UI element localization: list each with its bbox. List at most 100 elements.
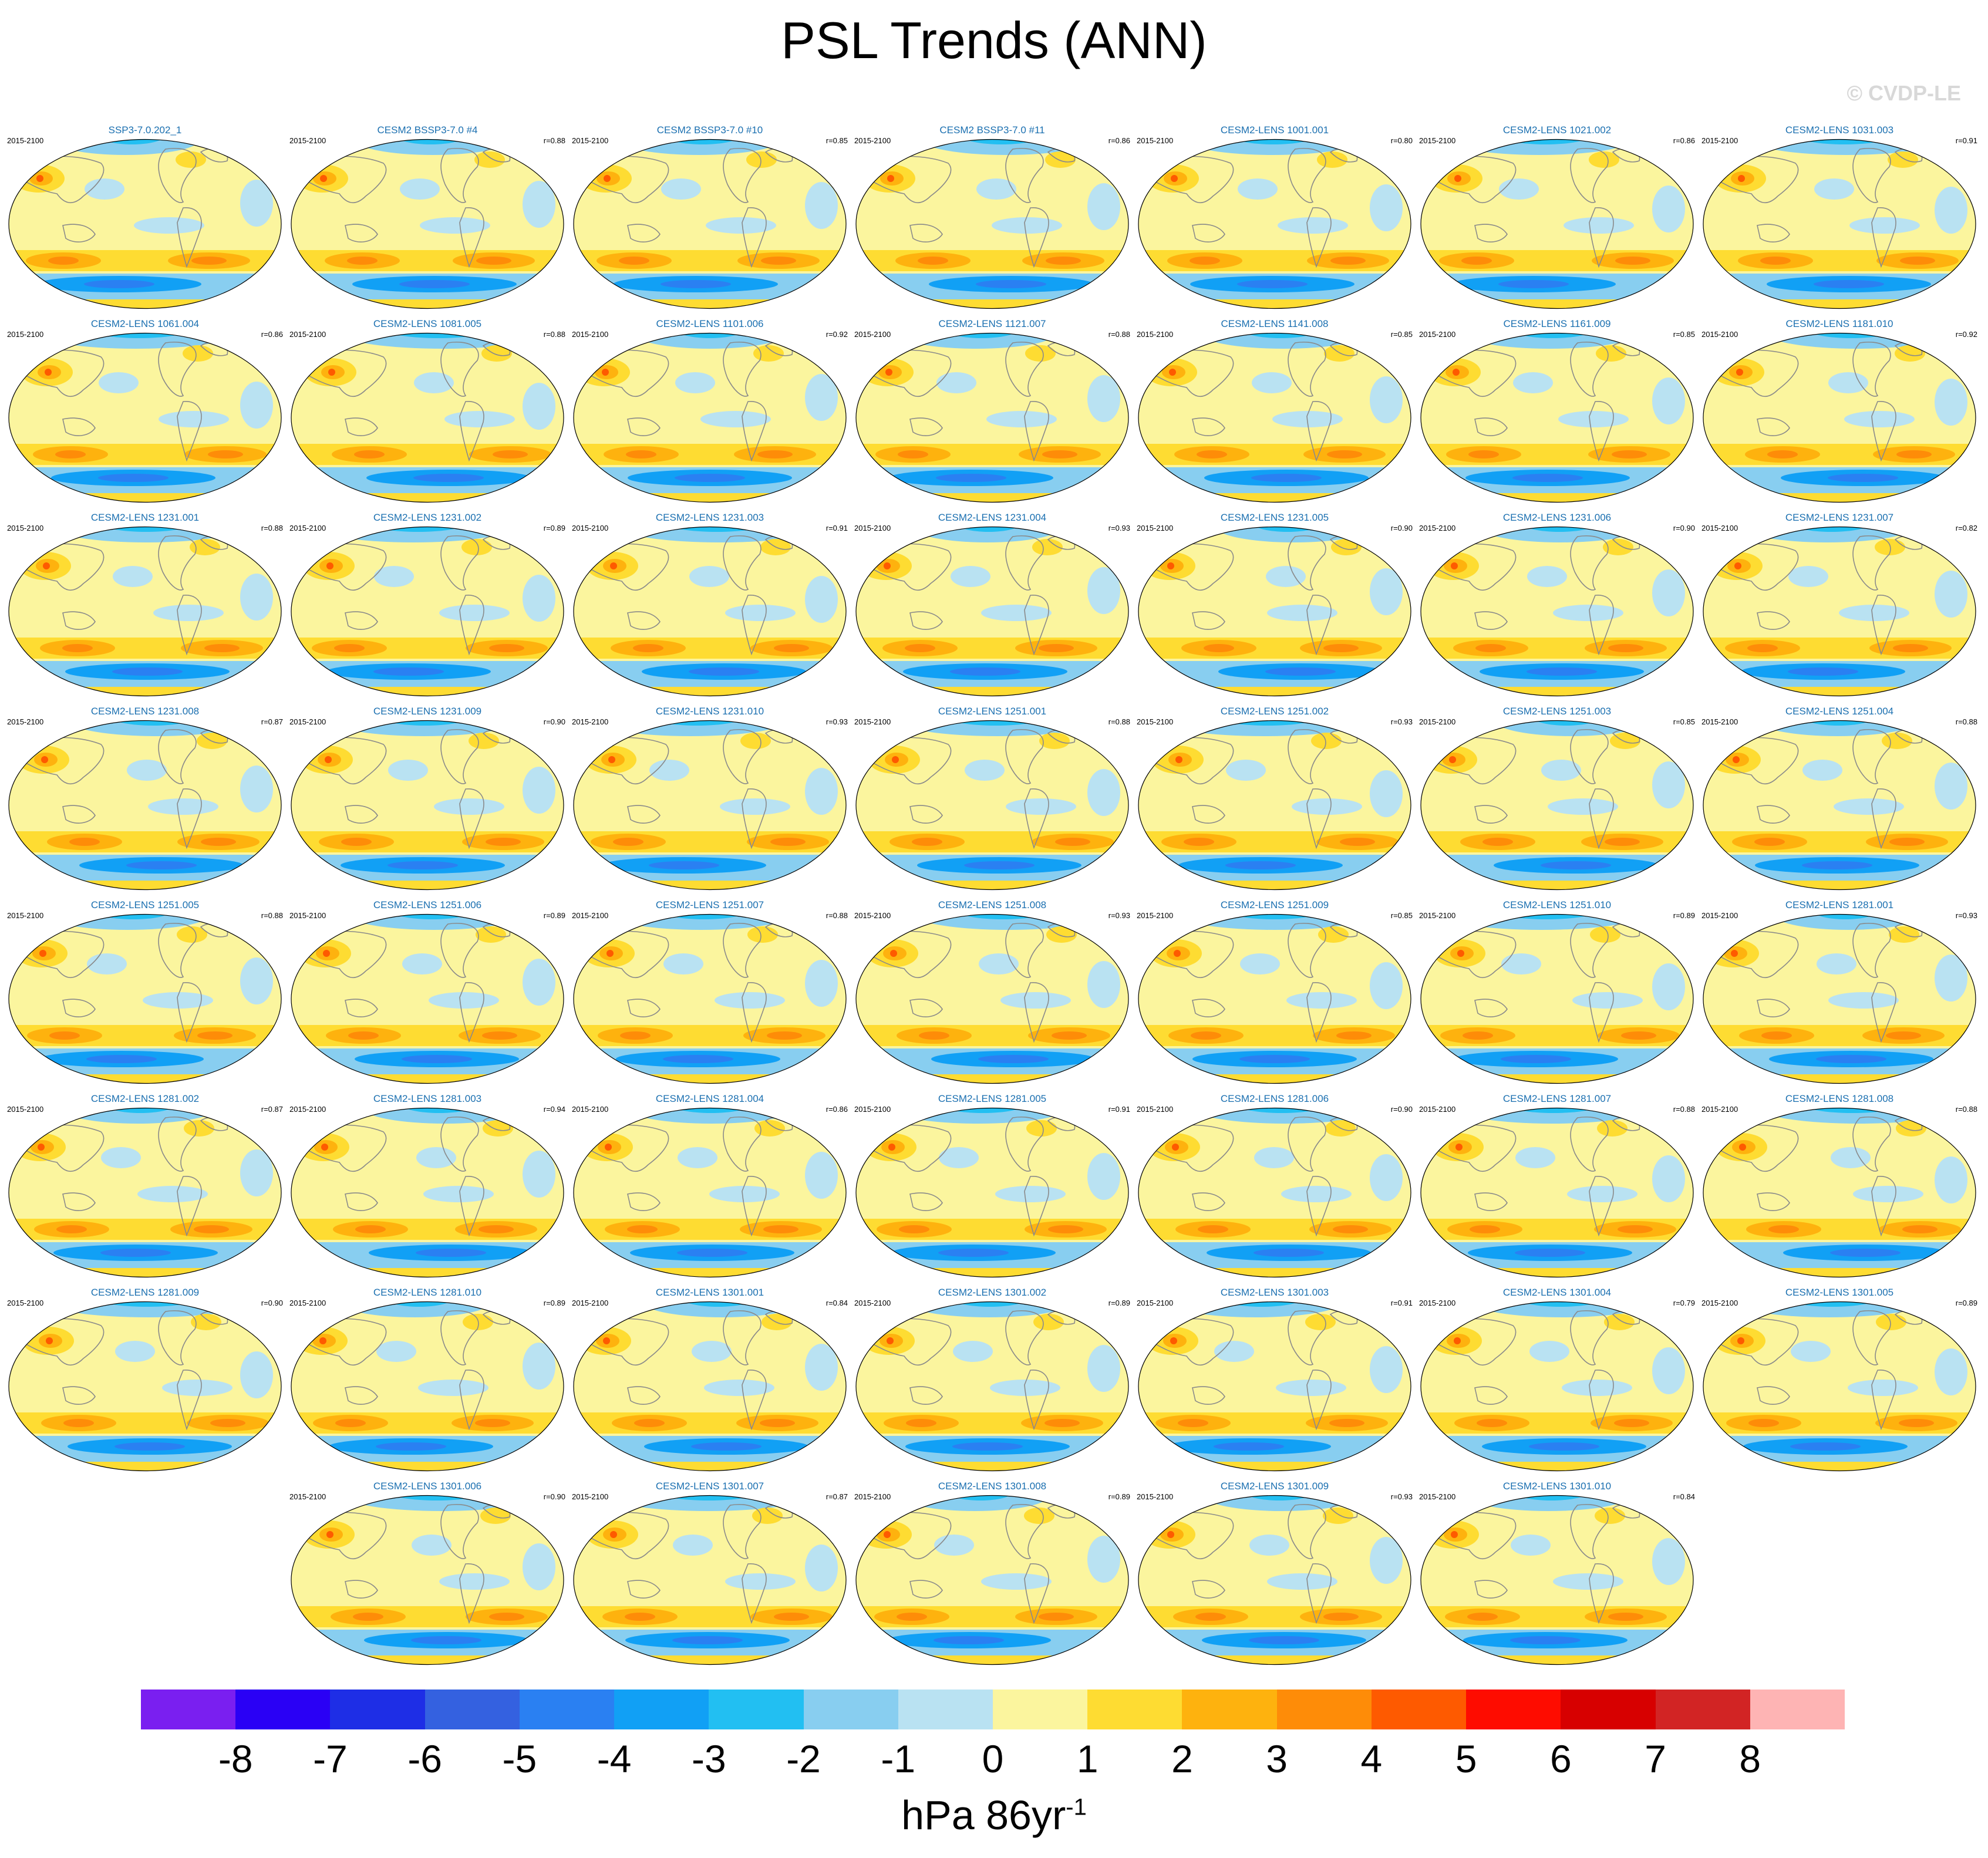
map-panel: CESM2 BSSP3-7.0 #4 2015-2100 r=0.88 [289,124,565,315]
panel-title: CESM2-LENS 1231.009 [373,706,482,717]
panel-pattern-correlation: r=0.91 [825,524,848,532]
panel-pattern-correlation: r=0.90 [1390,524,1413,532]
colorbar-swatch [1371,1690,1467,1729]
panel-period: 2015-2100 [7,524,44,532]
psl-trend-map [8,1107,282,1278]
panel-period: 2015-2100 [289,911,326,920]
panel-pattern-correlation: r=0.89 [1955,1299,1977,1307]
panel-period: 2015-2100 [289,1105,326,1114]
colorbar-tick-label: -3 [691,1737,726,1781]
panel-title: CESM2-LENS 1001.001 [1220,124,1329,136]
panel-title: CESM2-LENS 1301.005 [1785,1287,1894,1298]
panel-pattern-correlation: r=0.88 [543,330,565,339]
map-panel: CESM2-LENS 1281.005 2015-2100 r=0.91 [854,1093,1130,1284]
psl-trend-map [1420,913,1694,1084]
panel-title: CESM2-LENS 1251.006 [373,899,482,911]
panel-pattern-correlation: r=0.82 [1955,524,1977,532]
panel-pattern-correlation: r=0.90 [261,1299,283,1307]
panel-title: CESM2-LENS 1081.005 [373,318,482,329]
map-panel: CESM2-LENS 1231.008 2015-2100 r=0.87 [7,706,283,896]
panel-period: 2015-2100 [1419,1105,1456,1114]
psl-trend-map [1703,1301,1976,1472]
colorbar-swatch [519,1690,615,1729]
panel-pattern-correlation: r=0.88 [261,524,283,532]
panel-title: CESM2 BSSP3-7.0 #4 [377,124,478,136]
psl-trend-map [1138,913,1411,1084]
panel-title: CESM2-LENS 1281.001 [1785,899,1894,911]
psl-trend-map [573,720,847,891]
map-panel: CESM2-LENS 1281.004 2015-2100 r=0.86 [572,1093,848,1284]
panel-pattern-correlation: r=0.92 [1955,330,1977,339]
panel-title: CESM2-LENS 1281.006 [1220,1093,1329,1104]
colorbar-swatch [898,1690,993,1729]
map-panel: CESM2-LENS 1001.001 2015-2100 r=0.80 [1137,124,1413,315]
panel-pattern-correlation: r=0.89 [543,524,565,532]
panel-pattern-correlation: r=0.88 [1108,330,1130,339]
psl-trend-map [1420,720,1694,891]
map-panel: CESM2-LENS 1101.006 2015-2100 r=0.92 [572,318,848,509]
colorbar-tick-label: 4 [1360,1737,1383,1781]
panel-title: SSP3-7.0.202_1 [108,124,182,136]
panel-period: 2015-2100 [7,136,44,145]
psl-trend-map [1138,1107,1411,1278]
colorbar-swatch [1276,1690,1372,1729]
panel-title: CESM2-LENS 1301.009 [1220,1481,1329,1492]
map-panel: CESM2-LENS 1301.008 2015-2100 r=0.89 [854,1481,1130,1671]
psl-trend-map [291,1495,564,1665]
psl-trend-map [573,139,847,309]
panel-period: 2015-2100 [289,524,326,532]
colorbar-tick-label: -8 [218,1737,253,1781]
psl-trend-map [1420,139,1694,309]
colorbar-tick-label: -6 [407,1737,442,1781]
panel-period: 2015-2100 [1701,1299,1738,1307]
panel-title: CESM2-LENS 1281.007 [1502,1093,1612,1104]
panel-pattern-correlation: r=0.86 [1673,136,1695,145]
panel-period: 2015-2100 [1701,911,1738,920]
panel-period: 2015-2100 [289,136,326,145]
colorbar-tick-label: -4 [597,1737,632,1781]
panel-period: 2015-2100 [854,1492,891,1501]
panel-period: 2015-2100 [572,1299,609,1307]
panel-pattern-correlation: r=0.84 [825,1299,848,1307]
panel-title: CESM2-LENS 1231.005 [1220,512,1329,523]
colorbar-swatch [424,1690,520,1729]
panel-title: CESM2-LENS 1251.010 [1502,899,1612,911]
panel-title: CESM2-LENS 1251.008 [938,899,1047,911]
panel-period: 2015-2100 [1701,717,1738,726]
map-panel: CESM2-LENS 1121.007 2015-2100 r=0.88 [854,318,1130,509]
panel-title: CESM2-LENS 1281.005 [938,1093,1047,1104]
map-panel: CESM2-LENS 1281.001 2015-2100 r=0.93 [1701,899,1977,1090]
panel-title: CESM2-LENS 1301.006 [373,1481,482,1492]
psl-trend-map [855,332,1129,503]
map-panel: CESM2-LENS 1251.002 2015-2100 r=0.93 [1137,706,1413,896]
panel-title: CESM2-LENS 1101.006 [656,318,764,329]
panel-period: 2015-2100 [1419,136,1456,145]
panel-pattern-correlation: r=0.88 [1673,1105,1695,1114]
colorbar-tick-label: 1 [1076,1737,1099,1781]
panel-title: CESM2-LENS 1301.002 [938,1287,1047,1298]
panel-pattern-correlation: r=0.93 [825,717,848,726]
panel-pattern-correlation: r=0.90 [1673,524,1695,532]
panel-title: CESM2-LENS 1301.007 [655,1481,764,1492]
panel-pattern-correlation: r=0.93 [1390,1492,1413,1501]
panel-period: 2015-2100 [1419,1492,1456,1501]
panel-pattern-correlation: r=0.90 [543,717,565,726]
map-panel: CESM2-LENS 1251.001 2015-2100 r=0.88 [854,706,1130,896]
panel-pattern-correlation: r=0.91 [1108,1105,1130,1114]
panel-pattern-correlation: r=0.90 [1390,1105,1413,1114]
units-label: hPa 86yr [901,1792,1066,1838]
colorbar-tick-label: 5 [1455,1737,1477,1781]
panel-pattern-correlation: r=0.91 [1390,1299,1413,1307]
panel-period: 2015-2100 [7,1299,44,1307]
map-panel: CESM2-LENS 1231.009 2015-2100 r=0.90 [289,706,565,896]
panel-pattern-correlation: r=0.88 [261,911,283,920]
panel-title: CESM2-LENS 1301.001 [655,1287,764,1298]
panel-title: CESM2-LENS 1231.004 [938,512,1047,523]
colorbar-swatch [992,1690,1088,1729]
panel-pattern-correlation: r=0.89 [1108,1492,1130,1501]
panel-period: 2015-2100 [289,330,326,339]
psl-trend-map [8,526,282,697]
panel-period: 2015-2100 [1419,911,1456,920]
map-panel: CESM2-LENS 1231.004 2015-2100 r=0.93 [854,512,1130,703]
psl-trend-map [573,1301,847,1472]
